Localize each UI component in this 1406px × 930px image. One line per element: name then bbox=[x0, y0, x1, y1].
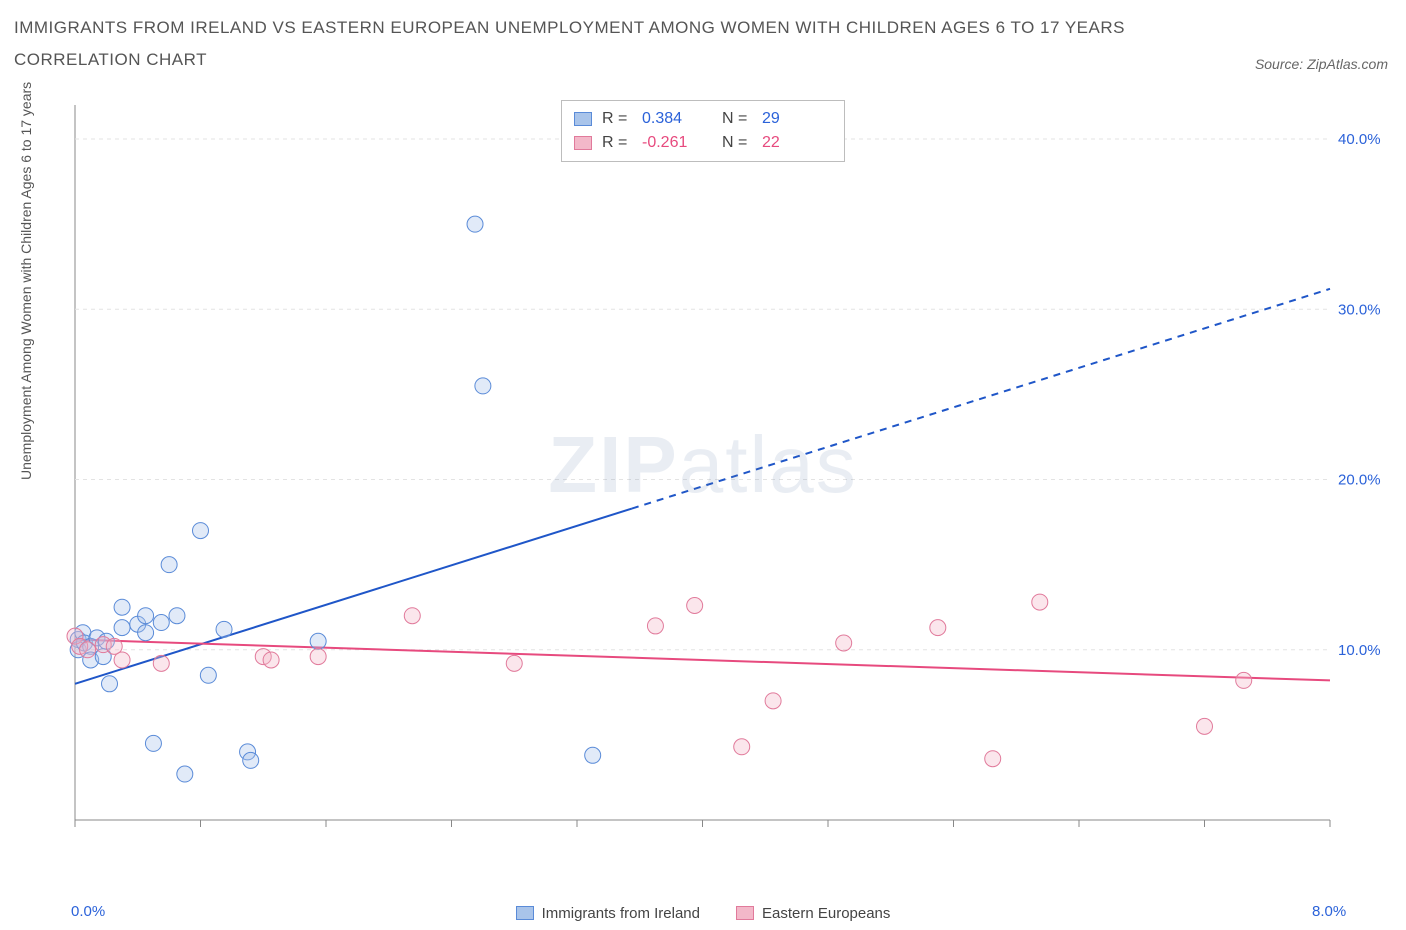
legend-r-label: R = bbox=[602, 134, 632, 152]
legend-n-value: 29 bbox=[762, 110, 832, 128]
svg-text:10.0%: 10.0% bbox=[1338, 642, 1381, 659]
legend-r-value: -0.261 bbox=[642, 134, 712, 152]
y-axis-label: Unemployment Among Women with Children A… bbox=[18, 82, 34, 480]
x-axis-max-label: 8.0% bbox=[1312, 903, 1346, 920]
correlation-legend: R = 0.384 N = 29 R = -0.261 N = 22 bbox=[561, 100, 845, 162]
svg-text:20.0%: 20.0% bbox=[1338, 472, 1381, 489]
source-attribution: Source: ZipAtlas.com bbox=[1255, 56, 1388, 72]
series-legend-item: Immigrants from Ireland bbox=[516, 905, 700, 922]
chart-title-line2: CORRELATION CHART bbox=[14, 50, 1125, 70]
legend-row: R = -0.261 N = 22 bbox=[574, 131, 832, 155]
legend-swatch bbox=[736, 906, 754, 920]
chart-area: 10.0% 20.0% 30.0% 40.0% bbox=[65, 95, 1385, 865]
svg-text:30.0%: 30.0% bbox=[1338, 301, 1381, 318]
legend-row: R = 0.384 N = 29 bbox=[574, 107, 832, 131]
legend-n-label: N = bbox=[722, 110, 752, 128]
series-legend-item: Eastern Europeans bbox=[736, 905, 890, 922]
legend-r-value: 0.384 bbox=[642, 110, 712, 128]
series-legend: 0.0% Immigrants from Ireland Eastern Euro… bbox=[0, 905, 1406, 925]
chart-title-block: IMMIGRANTS FROM IRELAND VS EASTERN EUROP… bbox=[14, 18, 1125, 82]
legend-n-label: N = bbox=[722, 134, 752, 152]
x-axis-min-label: 0.0% bbox=[71, 903, 105, 920]
legend-swatch bbox=[574, 136, 592, 150]
scatter-plot: 10.0% 20.0% 30.0% 40.0% bbox=[65, 95, 1385, 865]
legend-swatch bbox=[574, 112, 592, 126]
svg-text:40.0%: 40.0% bbox=[1338, 131, 1381, 148]
chart-title-line1: IMMIGRANTS FROM IRELAND VS EASTERN EUROP… bbox=[14, 18, 1125, 38]
series-legend-label: Eastern Europeans bbox=[762, 905, 890, 922]
legend-n-value: 22 bbox=[762, 134, 832, 152]
legend-swatch bbox=[516, 906, 534, 920]
legend-r-label: R = bbox=[602, 110, 632, 128]
series-legend-label: Immigrants from Ireland bbox=[542, 905, 700, 922]
